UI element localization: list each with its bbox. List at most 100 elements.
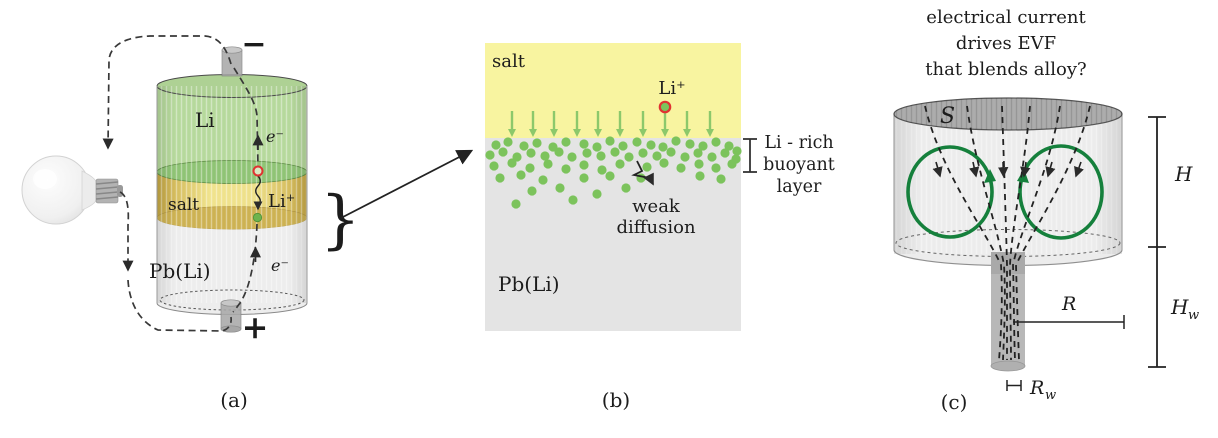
li-dot [538,175,548,185]
migration-arrows [508,111,714,137]
li-dot [685,139,695,149]
surface-label: S [940,104,955,129]
current-lines [924,105,1091,361]
li-dot [652,151,662,161]
li-dot [519,141,529,151]
vortex-rings [906,144,1104,240]
li-dot [498,147,508,157]
li-dot [638,148,648,158]
li-dot [597,165,607,175]
migration-arrow-head [573,129,581,137]
li-dot [698,141,708,151]
h-label: H [1174,162,1193,186]
li-dot [543,159,553,169]
li-dot [694,159,704,169]
li-dot [666,147,676,157]
li-atom-dot [252,212,263,223]
li-dot [579,139,589,149]
ion-path [252,165,264,223]
pb-label: Pb(Li) [149,259,211,283]
li-dot [592,189,602,199]
migration-arrow-head [529,129,537,137]
caption-a: (a) [220,388,248,412]
wire-radius-dimension [1006,380,1022,391]
buoyant-layer-label-2: buoyant [763,155,835,175]
caption-c: (c) [941,390,968,414]
li-dot [491,140,501,150]
li-dot [680,152,690,162]
li-dot [695,171,705,181]
li-dot [716,174,726,184]
hw-sub-label: w [1188,308,1199,323]
weak-diffusion-label-1: weak [632,196,681,217]
li-dot [724,141,734,151]
caption-b: (b) [602,388,630,412]
pb-region [485,138,741,331]
hw-label: H [1170,295,1189,319]
li-dot [658,142,668,152]
panel-c-title-1: electrical current [926,7,1086,28]
wire-bottom [127,279,233,332]
cylinder-shading [157,86,307,303]
circuit-wires [102,35,259,332]
pb-label-b: Pb(Li) [498,272,560,296]
li-dot [720,148,730,158]
electron-top-label: e⁻ [266,127,284,146]
li-dot [561,164,571,174]
li-dot [567,152,577,162]
li-dot [711,163,721,173]
li-ion-circle-b [658,100,672,114]
li-dots [485,136,742,209]
salt-label: salt [168,195,199,215]
li-dot [489,161,499,171]
vessel-top-hatch [894,98,1122,130]
li-dot [485,150,495,160]
li-dot [579,173,589,183]
li-dot [568,195,578,205]
li-dot [511,199,521,209]
li-label: Li [195,108,215,132]
panel-c-title-3: that blends alloy? [925,59,1086,80]
li-dot [592,142,602,152]
weak-diffusion-arrow [631,160,654,186]
panel-c: electrical current drives EVF that blend… [893,7,1199,414]
li-dot [579,160,589,170]
li-dot [540,151,550,161]
li-dot [727,159,737,169]
vortex-arrow-left [984,169,996,183]
light-bulb [21,155,123,225]
panel-a: Li salt Pb(Li) Li⁺ e⁻ e⁻ − + } (a) [21,27,474,412]
bottom-terminal [220,299,242,333]
li-dot [659,158,669,168]
height-dimension [1148,116,1166,368]
vortex-ring-left [906,145,994,239]
li-dot [516,170,526,180]
li-dot [554,147,564,157]
li-ion-label-b: Li⁺ [658,78,685,99]
salt-region [485,43,741,138]
li-dot [610,147,620,157]
li-dot [503,137,513,147]
ion-wavy-line [255,175,261,206]
li-dot [621,183,631,193]
minus-terminal-label: − [241,27,266,62]
buoyant-layer-label-1: Li - rich [764,133,833,153]
zoom-arrow [340,149,474,219]
vortex-ring-right [1018,144,1104,240]
li-dot [527,186,537,196]
li-dot [624,152,634,162]
migration-arrow-head [616,129,624,137]
current-line-arrows [932,161,1084,178]
vessel-shading [894,114,1122,254]
migration-arrow-head [683,129,691,137]
wire-top [102,35,232,150]
li-dot [526,148,536,158]
li-dot [596,151,606,161]
electron-bottom-label: e⁻ [271,256,289,275]
radius-dimension [1013,315,1125,329]
migration-arrow-head [661,129,669,137]
li-dot [615,159,625,169]
li-dot [693,148,703,158]
